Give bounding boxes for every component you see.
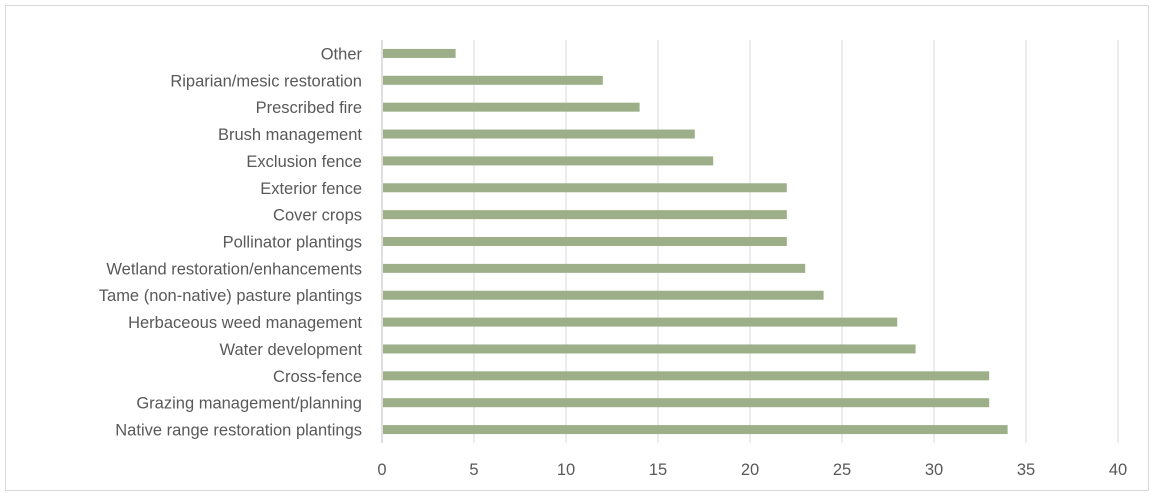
x-tick-label: 5	[469, 461, 478, 479]
bar	[383, 210, 787, 220]
x-tick-label: 0	[377, 461, 386, 479]
bar	[383, 425, 1008, 435]
category-label: Tame (non-native) pasture plantings	[99, 287, 362, 305]
category-label: Cross-fence	[273, 368, 362, 386]
x-tick-label: 25	[833, 461, 851, 479]
bar	[383, 48, 456, 58]
category-label: Herbaceous weed management	[128, 314, 362, 332]
category-label: Water development	[220, 341, 363, 359]
x-tick-label: 20	[741, 461, 759, 479]
bar	[383, 183, 787, 193]
category-label: Wetland restoration/enhancements	[106, 260, 362, 278]
category-label: Prescribed fire	[256, 99, 362, 117]
category-label: Exterior fence	[260, 180, 362, 198]
bar	[383, 263, 806, 273]
category-label: Grazing management/planning	[136, 395, 362, 413]
x-tick-labels: 0 5 10 15 20 25 30 35 40	[377, 461, 1127, 479]
x-tick-label: 40	[1109, 461, 1127, 479]
category-label: Cover crops	[273, 207, 362, 225]
category-label: Other	[321, 45, 363, 63]
bar	[383, 398, 990, 408]
category-label: Riparian/mesic restoration	[170, 72, 362, 90]
bar	[383, 102, 640, 112]
bar	[383, 237, 787, 246]
bar	[383, 290, 824, 300]
bar	[383, 129, 695, 139]
category-label: Pollinator plantings	[223, 234, 362, 252]
x-tick-label: 30	[925, 461, 943, 479]
bars	[383, 48, 1008, 435]
chart-frame	[5, 5, 1149, 491]
x-tick-label: 10	[557, 461, 575, 479]
category-label: Native range restoration plantings	[115, 422, 362, 440]
bar	[383, 156, 714, 166]
bar	[383, 75, 603, 85]
x-tick-label: 15	[649, 461, 667, 479]
category-label: Brush management	[218, 126, 362, 144]
bar	[383, 317, 898, 327]
bar	[383, 344, 916, 354]
x-tick-label: 35	[1017, 461, 1035, 479]
bar	[383, 371, 990, 381]
category-labels: Native range restoration plantings Grazin…	[99, 45, 363, 439]
category-label: Exclusion fence	[246, 153, 362, 171]
